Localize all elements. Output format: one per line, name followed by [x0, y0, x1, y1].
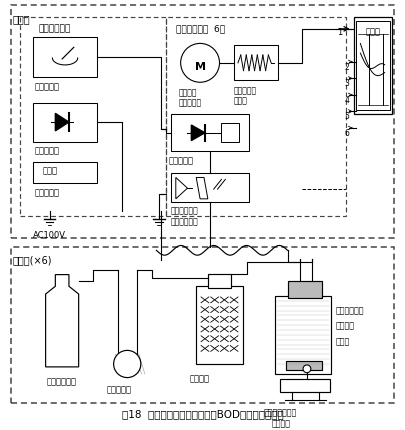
Polygon shape	[45, 275, 79, 367]
Bar	[274, 296, 330, 374]
Text: スイッチング
リレーアンプ: スイッチング リレーアンプ	[171, 206, 198, 225]
Bar	[285, 361, 322, 370]
Text: 5: 5	[344, 112, 349, 121]
Polygon shape	[175, 178, 187, 200]
Text: シンクロ
ナスモータ: シンクロ ナスモータ	[178, 88, 201, 107]
Text: 培養ビン: 培養ビン	[335, 320, 354, 329]
Circle shape	[180, 44, 219, 83]
Bar	[171, 115, 248, 152]
Text: 3: 3	[344, 79, 349, 88]
Bar	[33, 37, 97, 78]
Circle shape	[302, 365, 310, 373]
Text: 直流定電圧: 直流定電圧	[35, 146, 60, 155]
Text: 図18  クーロメトリー法によるBOD計測器の構成例: 図18 クーロメトリー法によるBOD計測器の構成例	[122, 408, 283, 418]
Text: マノメータ: マノメータ	[107, 384, 132, 393]
Text: 2: 2	[344, 63, 349, 72]
Text: エアータンク: エアータンク	[47, 377, 77, 386]
Bar	[166, 18, 345, 217]
Text: AC100V: AC100V	[33, 230, 66, 240]
Text: 直流定電流: 直流定電流	[168, 156, 194, 165]
Polygon shape	[55, 114, 69, 132]
Text: 撹拌子: 撹拌子	[335, 337, 350, 346]
Bar	[287, 282, 322, 298]
Text: M: M	[194, 61, 205, 71]
Bar	[196, 287, 242, 364]
Bar	[171, 173, 248, 202]
Bar	[279, 379, 329, 392]
Text: 測定部: 測定部	[13, 14, 30, 24]
Text: 6: 6	[344, 129, 349, 138]
Circle shape	[113, 350, 141, 378]
Text: 記録計: 記録計	[364, 27, 379, 36]
Bar	[234, 46, 277, 81]
Bar	[11, 248, 393, 403]
Bar	[33, 104, 97, 142]
Text: マグネティック
スターラ: マグネティック スターラ	[263, 408, 296, 427]
Bar	[11, 6, 393, 238]
Bar	[221, 124, 239, 143]
Bar	[33, 163, 97, 184]
Text: ポテンショ
メータ: ポテンショ メータ	[234, 86, 257, 105]
Text: 4: 4	[344, 95, 349, 104]
Text: 電源ユニット: 電源ユニット	[38, 24, 70, 33]
Text: 動作時間計: 動作時間計	[35, 188, 60, 197]
Bar	[356, 22, 388, 111]
Bar	[353, 18, 392, 115]
Polygon shape	[196, 178, 207, 200]
Text: 検出部(×6): 検出部(×6)	[13, 255, 52, 264]
Text: １２ｎ: １２ｎ	[43, 166, 58, 175]
Text: 電解電流計: 電解電流計	[35, 82, 60, 91]
Text: 測定ユニット  6ケ: 測定ユニット 6ケ	[175, 24, 224, 33]
Text: 電解ビン: 電解ビン	[190, 374, 209, 383]
Text: 1: 1	[336, 28, 341, 37]
Bar	[207, 274, 230, 289]
Polygon shape	[191, 126, 205, 141]
Text: ガス吸収剤入: ガス吸収剤入	[335, 306, 364, 315]
Bar	[20, 18, 166, 217]
